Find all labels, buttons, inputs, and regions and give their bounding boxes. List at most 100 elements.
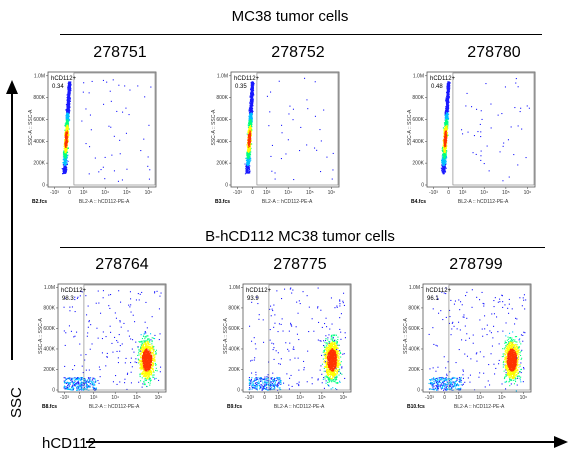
x-axis-title: BL2-A :: hCD112-PE-A [454, 404, 505, 410]
sample-id-1: 278752 [271, 44, 325, 61]
gate-label: hCD112+ [51, 76, 77, 82]
x-tick-label: 0 [68, 190, 71, 196]
x-tick-label: 10⁴ [480, 190, 488, 196]
x-tick-label: 10⁴ [111, 395, 119, 401]
gate-label: hCD112+ [246, 288, 272, 294]
x-tick-label: -10³ [233, 190, 242, 196]
x-arrow-head-icon [554, 436, 568, 448]
flow-panel-2: 0 200K 400K 600K 800K 1.0M SSC-A :: SSC-A -10³ 0… [405, 71, 541, 218]
y-axis-label: SSC [8, 387, 25, 418]
density-dots [440, 78, 530, 182]
gate-rect [268, 284, 351, 391]
x-tick-label: 10⁶ [155, 395, 163, 401]
section-title-mc38: MC38 tumor cells [231, 8, 349, 25]
section-rule-mc38 [60, 34, 542, 35]
y-tick-label: 1.0M [217, 73, 228, 79]
y-axis-title: SSC-A :: SSC-A [407, 109, 413, 146]
y-tick-label: 400K [43, 346, 55, 352]
y-tick-label: 1.0M [413, 73, 424, 79]
x-tick-label: 10⁶ [145, 190, 153, 196]
y-tick-label: 0 [237, 388, 240, 394]
flow-panel-4: 0 200K 400K 600K 800K 1.0M SSC-A :: SSC-A -10³ 0… [221, 283, 357, 423]
x-tick-label: 10⁶ [520, 395, 528, 401]
x-tick-label: 0 [78, 395, 81, 401]
section-title-bhcd112: B-hCD112 MC38 tumor cells [205, 228, 395, 245]
sample-id-5: 278799 [449, 256, 503, 273]
y-tick-label: 200K [43, 367, 55, 373]
file-name: B3.fcs [215, 199, 230, 205]
x-tick-label: 0 [263, 395, 266, 401]
x-tick-label: 10⁵ [498, 395, 506, 401]
x-tick-label: 0 [251, 190, 254, 196]
y-tick-label: 400K [33, 139, 45, 145]
y-tick-label: 0 [417, 388, 420, 394]
x-tick-label: 10³ [80, 190, 88, 196]
x-tick-label: 10⁵ [133, 395, 141, 401]
y-tick-label: 1.0M [44, 285, 55, 291]
gate-percent: 0.34 [52, 84, 64, 90]
y-tick-label: 400K [412, 139, 424, 145]
x-tick-label: 10⁴ [101, 190, 109, 196]
x-tick-label: -10³ [60, 395, 69, 401]
file-name: B10.fcs [407, 404, 425, 410]
flow-panel-0: 0 200K 400K 600K 800K 1.0M SSC-A :: SSC-A -10³ 0… [26, 71, 162, 218]
gate-rect [73, 72, 156, 186]
y-tick-label: 600K [216, 117, 228, 123]
x-tick-label: -10³ [50, 190, 59, 196]
flow-panel-1: 0 200K 400K 600K 800K 1.0M SSC-A :: SSC-A -10³ 0… [209, 71, 345, 218]
gate-rect [448, 284, 531, 391]
y-tick-label: 200K [216, 161, 228, 167]
file-name: B9.fcs [227, 404, 242, 410]
file-name: B2.fcs [32, 199, 47, 205]
x-tick-label: 10⁴ [284, 190, 292, 196]
gate-label: hCD112+ [234, 76, 260, 82]
density-dots [428, 287, 527, 392]
density-dots [63, 290, 162, 391]
x-tick-label: 10⁶ [340, 395, 348, 401]
density-dots [248, 287, 346, 391]
x-tick-label: 10⁵ [306, 190, 314, 196]
x-tick-label: 10³ [275, 395, 283, 401]
y-tick-label: 200K [412, 161, 424, 167]
y-tick-label: 200K [228, 367, 240, 373]
y-tick-label: 600K [228, 326, 240, 332]
gate-percent: 0.48 [431, 84, 443, 90]
y-tick-label: 1.0M [34, 73, 45, 79]
y-tick-label: 0 [52, 388, 55, 394]
x-axis-title: BL2-A :: hCD112-PE-A [458, 199, 509, 205]
y-tick-label: 400K [408, 346, 420, 352]
gate-label: hCD112+ [430, 76, 456, 82]
y-axis-title: SSC-A :: SSC-A [223, 317, 229, 354]
density-dots [244, 77, 334, 181]
y-axis-title: SSC-A :: SSC-A [38, 317, 44, 354]
x-axis-title: BL2-A :: hCD112-PE-A [274, 404, 325, 410]
x-axis-label: hCD112 [42, 435, 96, 452]
y-tick-label: 800K [33, 95, 45, 101]
gate-percent: 0.35 [235, 84, 247, 90]
gate-percent: 93.9 [247, 296, 259, 302]
x-axis-title: BL2-A :: hCD112-PE-A [262, 199, 313, 205]
y-tick-label: 0 [225, 183, 228, 189]
flow-panel-5: 0 200K 400K 600K 800K 1.0M SSC-A :: SSC-A -10³ 0… [401, 283, 537, 423]
y-tick-label: 0 [421, 183, 424, 189]
gate-label: hCD112+ [426, 288, 452, 294]
sample-id-2: 278780 [467, 44, 521, 61]
file-name: B8.fcs [42, 404, 57, 410]
flow-panel-3: 0 200K 400K 600K 800K 1.0M SSC-A :: SSC-A -10³ 0… [36, 283, 172, 423]
y-tick-label: 400K [216, 139, 228, 145]
x-tick-label: -10³ [425, 395, 434, 401]
x-axis-title: BL2-A :: hCD112-PE-A [89, 404, 140, 410]
gate-label: hCD112+ [61, 288, 87, 294]
x-tick-label: -10³ [245, 395, 254, 401]
plot-frame [57, 283, 167, 393]
y-tick-label: 600K [412, 117, 424, 123]
x-tick-label: 10⁵ [123, 190, 131, 196]
x-tick-label: 10⁶ [524, 190, 532, 196]
y-tick-label: 1.0M [409, 285, 420, 291]
x-tick-label: 0 [443, 395, 446, 401]
section-rule-bhcd112 [60, 247, 545, 248]
y-tick-label: 800K [408, 305, 420, 311]
y-tick-label: 800K [43, 305, 55, 311]
y-axis-title: SSC-A :: SSC-A [211, 109, 217, 146]
